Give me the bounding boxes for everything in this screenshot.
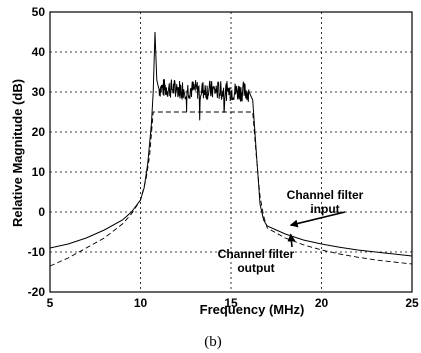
x-tick-label: 25: [405, 296, 419, 310]
x-axis-label: Frequency (MHz): [200, 302, 305, 317]
y-tick-label: -20: [28, 285, 46, 299]
y-tick-label: 40: [32, 45, 46, 59]
x-tick-label: 15: [224, 296, 238, 310]
y-tick-label: -10: [28, 245, 46, 259]
x-tick-label: 20: [315, 296, 329, 310]
annotation-arrow: [289, 211, 346, 228]
figure-caption: (b): [204, 334, 222, 350]
annotation-text: Channel filter: [218, 247, 295, 261]
series-output-line: [49, 111, 413, 267]
annotation-arrow: [287, 233, 296, 248]
y-tick-label: 50: [32, 5, 46, 19]
annotation-text: input: [310, 202, 339, 216]
y-tick-label: 30: [32, 85, 46, 99]
plot-frame: [49, 11, 413, 293]
y-tick-label: 10: [32, 165, 46, 179]
y-tick-label: 20: [32, 125, 46, 139]
y-axis-label: Relative Magnitude (dB): [10, 79, 25, 227]
series-layer: [49, 31, 413, 267]
series-input-line: [49, 31, 413, 257]
annotation-text: output: [237, 261, 274, 275]
x-tick-label: 10: [134, 296, 148, 310]
y-tick-label: 0: [38, 205, 45, 219]
grid: [50, 12, 412, 292]
ticks: 5 10 15 20 25 -20 -10 0 10 20 30 40 50: [28, 5, 419, 310]
annotation-text: Channel filter: [287, 188, 364, 202]
x-tick-label: 5: [47, 296, 54, 310]
